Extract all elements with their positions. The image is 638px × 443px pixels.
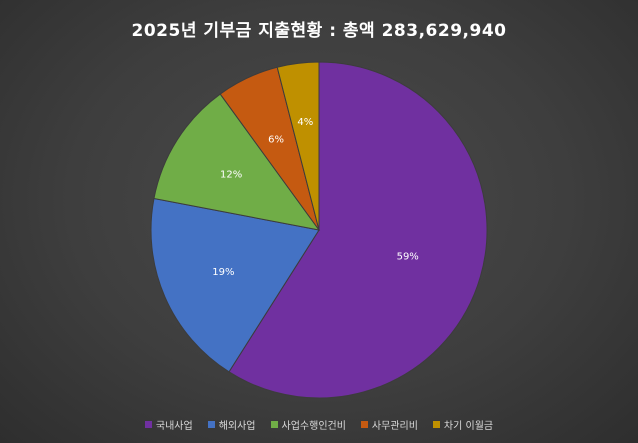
legend-swatch-5	[432, 421, 440, 428]
pie-slice-3	[153, 93, 321, 231]
legend-swatch-4	[360, 421, 368, 428]
pie-slice-5	[276, 61, 320, 231]
legend-item-4: 사무관리비	[360, 417, 418, 432]
legend-swatch-2	[207, 421, 215, 428]
legend-label-3: 사업수행인건비	[281, 421, 346, 432]
legend-label-5: 차기 이월금	[443, 421, 494, 432]
data-label-2: 19%	[212, 267, 234, 278]
data-label-3: 12%	[220, 170, 242, 181]
legend-label-2: 해외사업	[218, 421, 256, 432]
chart-legend: 국내사업 해외사업 사업수행인건비 사무관리비 차기 이월금	[0, 417, 638, 432]
chart-title: 2025년 기부금 지출현황 : 총액 283,629,940	[131, 21, 507, 41]
data-label-5: 4%	[297, 117, 313, 128]
data-label-4: 6%	[268, 134, 284, 145]
legend-swatch-1	[144, 421, 152, 428]
legend-label-4: 사무관리비	[371, 421, 418, 432]
pie-slice-1	[228, 61, 488, 399]
legend-label-1: 국내사업	[155, 421, 193, 432]
data-label-1: 59%	[397, 251, 419, 262]
pie-slice-2	[150, 197, 320, 373]
legend-item-2: 해외사업	[207, 417, 256, 432]
legend-item-5: 차기 이월금	[432, 417, 494, 432]
legend-item-1: 국내사업	[144, 417, 193, 432]
legend-swatch-3	[270, 421, 278, 428]
legend-item-3: 사업수행인건비	[270, 417, 346, 432]
